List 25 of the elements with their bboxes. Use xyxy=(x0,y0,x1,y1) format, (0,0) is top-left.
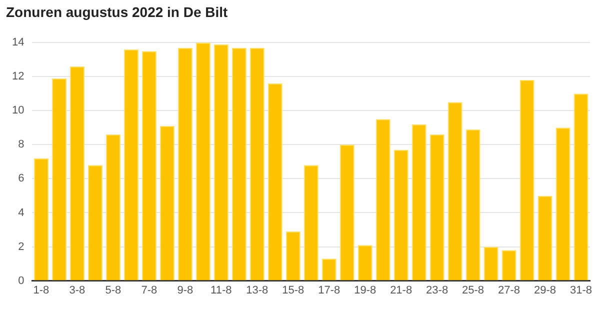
x-tick-label: 19-8 xyxy=(354,284,376,296)
x-tick-label: 25-8 xyxy=(462,284,484,296)
x-tick-label: 15-8 xyxy=(282,284,304,296)
y-tick-label: 6 xyxy=(18,172,24,185)
y-tick-label: 12 xyxy=(12,70,24,83)
chart-title: Zonuren augustus 2022 in De Bilt xyxy=(6,4,228,20)
x-tick-label: 29-8 xyxy=(534,284,556,296)
x-tick-label: 5-8 xyxy=(105,284,122,296)
y-tick-label: 4 xyxy=(18,206,24,219)
y-tick-label: 14 xyxy=(12,36,24,49)
x-tick-label: 11-8 xyxy=(210,284,232,296)
x-tick-label: 13-8 xyxy=(246,284,268,296)
x-tick-label: 3-8 xyxy=(69,284,86,296)
y-tick-label: 0 xyxy=(18,274,24,287)
x-tick-label: 17-8 xyxy=(318,284,340,296)
x-tick-label: 21-8 xyxy=(390,284,412,296)
x-tick-label: 31-8 xyxy=(570,284,592,296)
y-tick-label: 8 xyxy=(18,138,24,151)
y-tick-label: 2 xyxy=(18,240,24,253)
y-tick-label: 10 xyxy=(12,104,24,117)
x-tick-label: 23-8 xyxy=(426,284,448,296)
x-tick-label: 27-8 xyxy=(498,284,520,296)
x-tick-label: 9-8 xyxy=(177,284,194,296)
x-tick-label: 1-8 xyxy=(33,284,50,296)
x-tick-label: 7-8 xyxy=(141,284,158,296)
